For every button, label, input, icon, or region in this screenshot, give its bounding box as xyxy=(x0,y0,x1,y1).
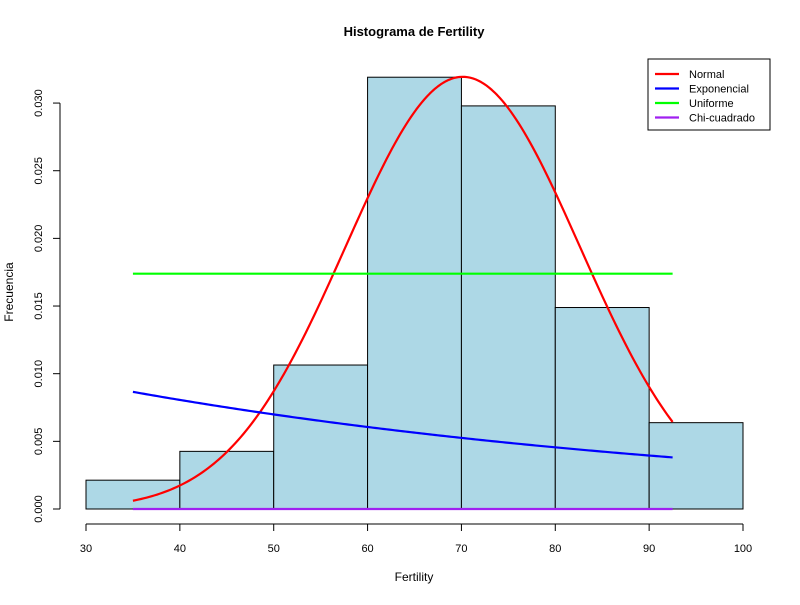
y-tick-label: 0.025 xyxy=(33,157,45,185)
chart-title: Histograma de Fertility xyxy=(344,24,486,39)
x-tick-label: 30 xyxy=(80,543,92,555)
series-line-exponencial xyxy=(132,390,673,459)
legend-label: Exponencial xyxy=(689,84,749,96)
legend: Normal Exponencial Uniforme Chi-cuadrado xyxy=(647,58,771,131)
y-tick-label: 0.020 xyxy=(33,225,45,253)
y-tick-label: 0.030 xyxy=(33,89,45,117)
legend-label: Chi-cuadrado xyxy=(689,113,755,125)
x-axis: 30 40 50 60 70 80 90 100 xyxy=(80,523,752,555)
x-tick-label: 80 xyxy=(549,543,561,555)
x-tick-label: 100 xyxy=(734,543,752,555)
y-tick-label: 0.015 xyxy=(33,292,45,320)
y-tick-label: 0.010 xyxy=(33,360,45,388)
legend-label: Normal xyxy=(689,69,724,81)
histogram-bar xyxy=(367,76,462,510)
x-tick-label: 60 xyxy=(361,543,373,555)
y-axis-label: Frecuencia xyxy=(2,262,16,322)
x-tick-label: 90 xyxy=(643,543,655,555)
x-tick-label: 40 xyxy=(174,543,186,555)
density-curves xyxy=(132,75,674,511)
histogram-bar xyxy=(554,307,650,510)
y-tick-label: 0.000 xyxy=(33,495,45,523)
histogram-bar xyxy=(273,364,369,510)
histogram-bar xyxy=(460,105,556,510)
x-tick-label: 70 xyxy=(455,543,467,555)
y-axis: 0.000 0.005 0.010 0.015 0.020 0.025 0.030 xyxy=(33,89,61,523)
histogram-bar xyxy=(85,479,181,510)
x-tick-label: 50 xyxy=(268,543,280,555)
legend-label: Uniforme xyxy=(689,98,734,110)
series-line-normal xyxy=(132,75,674,502)
y-tick-label: 0.005 xyxy=(33,428,45,456)
histogram-bar xyxy=(179,450,275,510)
histogram-bar xyxy=(648,422,744,510)
histogram-bars xyxy=(85,76,744,510)
x-axis-label: Fertility xyxy=(395,570,434,584)
